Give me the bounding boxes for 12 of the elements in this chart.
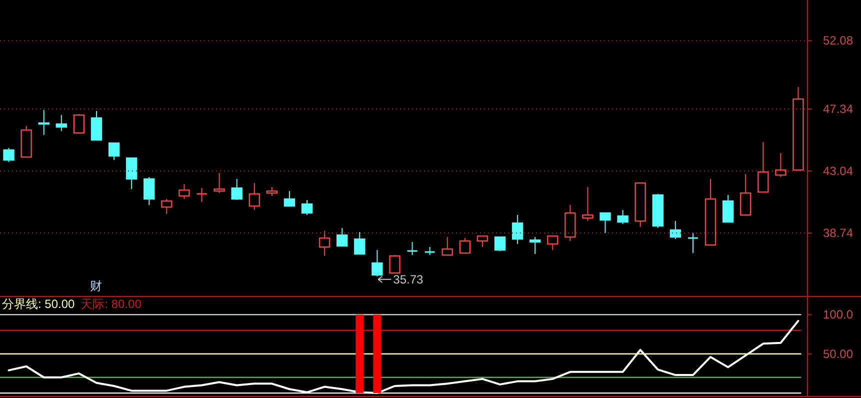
y-tick-label: 100.0: [822, 308, 854, 322]
y-tick-label: 38.74: [822, 226, 854, 240]
ref-line-label: 天际: 80.00: [80, 297, 142, 311]
annotation: 35.73: [393, 272, 424, 286]
ref-line-label: 分界线: 50.00: [2, 297, 76, 311]
y-tick-label: 52.08: [822, 34, 854, 48]
annotation: 财: [90, 279, 102, 293]
y-tick-label: 43.04: [822, 164, 854, 178]
y-tick-label: 47.34: [822, 102, 854, 116]
candlestick: [512, 214, 524, 244]
y-tick-label: 50.00: [822, 346, 854, 361]
candlestick: [38, 110, 50, 136]
